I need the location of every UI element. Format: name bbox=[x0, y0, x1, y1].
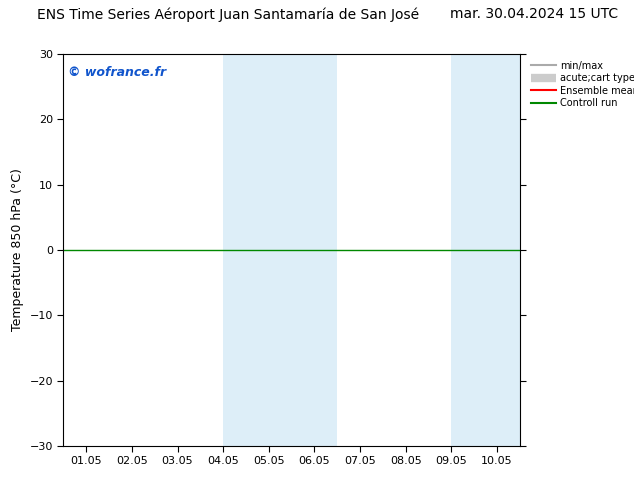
Y-axis label: Temperature 850 hPa (°C): Temperature 850 hPa (°C) bbox=[11, 169, 24, 331]
Bar bbox=[223, 54, 337, 446]
Legend: min/max, acute;cart type, Ensemble mean run, Controll run: min/max, acute;cart type, Ensemble mean … bbox=[529, 59, 634, 110]
Text: ENS Time Series Aéroport Juan Santamaría de San José: ENS Time Series Aéroport Juan Santamaría… bbox=[37, 7, 419, 22]
Bar bbox=[451, 54, 520, 446]
Text: © wofrance.fr: © wofrance.fr bbox=[68, 66, 166, 79]
Text: mar. 30.04.2024 15 UTC: mar. 30.04.2024 15 UTC bbox=[450, 7, 618, 22]
